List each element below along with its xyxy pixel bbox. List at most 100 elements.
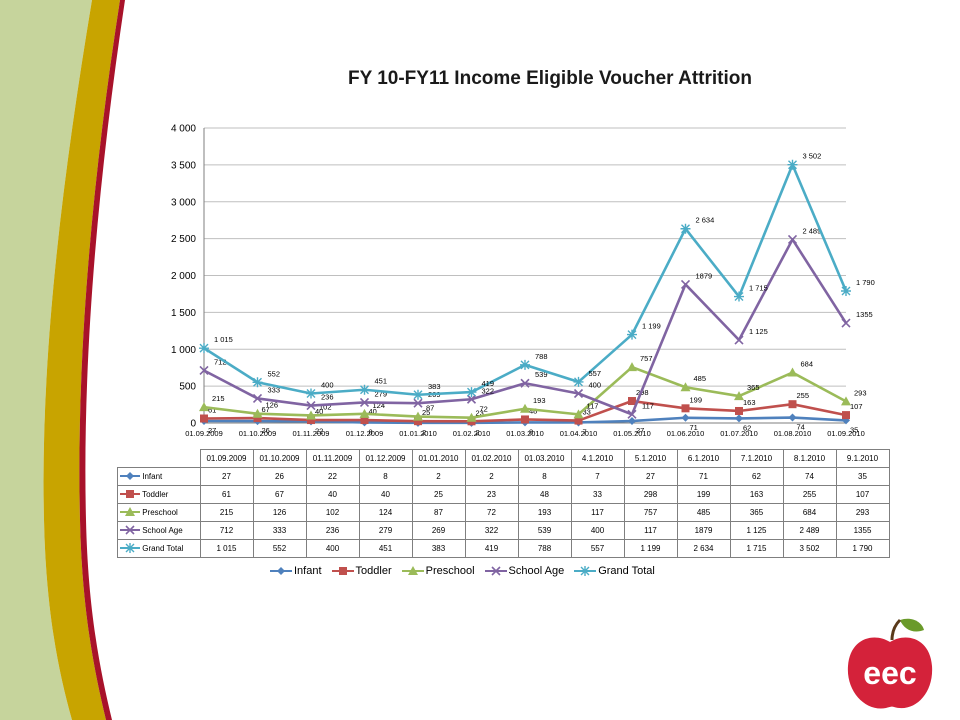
data-point-preschool	[680, 382, 691, 392]
table-cell: 1 199	[623, 539, 678, 558]
legend-item-school-age: School Age	[484, 565, 564, 577]
data-point-school-age	[359, 397, 370, 407]
data-point-preschool	[627, 362, 637, 372]
table-column-header: 01.10.2009	[252, 449, 307, 468]
data-point-toddler	[307, 416, 315, 425]
data-label-preschool: 365	[747, 383, 760, 392]
table-cell: 7	[570, 467, 625, 486]
table-cell: 23	[464, 485, 519, 504]
table-row-grand-total: Grand Total 1 015 552 400 451 383 419 788 557 1 1…	[117, 539, 890, 558]
data-label-infant: 35	[850, 425, 858, 434]
swatch-marker-infant	[126, 471, 134, 480]
data-label-toddler: 25	[422, 408, 430, 417]
data-label-preschool: 102	[319, 402, 332, 411]
data-point-grand-total	[520, 359, 530, 370]
data-point-grand-total	[306, 388, 316, 399]
table-column-header: 7.1.2010	[729, 449, 784, 468]
series-line-school-age	[203, 238, 848, 416]
table-cell: 74	[782, 467, 837, 486]
table-cell: 298	[623, 485, 678, 504]
table-cell: 163	[729, 485, 784, 504]
data-label-preschool: 485	[694, 374, 707, 383]
legend-swatch-preschool	[120, 506, 140, 516]
table-cell: 27	[199, 467, 254, 486]
table-row-label: Infant	[140, 471, 163, 481]
table-cell: 2	[411, 467, 466, 486]
data-label-school-age: 2 489	[803, 226, 822, 235]
table-cell: 215	[199, 503, 254, 522]
data-label-infant: 27	[636, 426, 644, 435]
data-label-infant: 26	[262, 426, 270, 435]
table-row-header: Preschool	[117, 503, 201, 522]
x-tick-label: 01.02.2010	[453, 429, 491, 438]
data-point-toddler	[253, 414, 262, 423]
data-point-infant	[788, 413, 797, 422]
data-label-grand-total: 557	[589, 369, 602, 378]
data-point-preschool	[573, 409, 584, 419]
data-label-school-age: 1879	[696, 271, 713, 280]
data-label-grand-total: 788	[535, 352, 548, 361]
table-cell: 1 790	[835, 539, 890, 558]
table-cell: 365	[729, 503, 784, 522]
data-label-infant: 27	[208, 426, 216, 435]
table-row-infant: Infant 27 26 22 8 2 2 8 7 27 71 62 74 35	[117, 467, 890, 486]
table-cell: 1 715	[729, 539, 784, 558]
data-point-infant	[360, 418, 369, 427]
x-tick-label: 01.07.2010	[720, 429, 758, 438]
table-cell: 199	[676, 485, 731, 504]
data-label-infant: 8	[369, 427, 373, 436]
data-label-grand-total: 1 715	[749, 284, 768, 293]
data-point-infant	[467, 418, 476, 427]
table-cell: 2 489	[782, 521, 837, 540]
table-cell: 117	[623, 521, 678, 540]
table-cell: 1 125	[729, 521, 784, 540]
table-row-toddler: Toddler 61 67 40 40 25 23 48 33 298 199 163 255 107	[117, 485, 890, 504]
data-label-school-age: 1355	[856, 310, 873, 319]
data-point-infant	[521, 418, 529, 427]
data-label-grand-total: 400	[321, 381, 334, 390]
table-row-header: School Age	[117, 521, 201, 540]
data-label-grand-total: 3 502	[803, 152, 822, 161]
data-label-preschool: 757	[640, 354, 653, 363]
data-point-school-age	[413, 398, 423, 408]
table-cell: 322	[464, 521, 519, 540]
data-point-infant	[253, 417, 262, 426]
legend-label: Toddler	[355, 565, 392, 577]
legend-swatch-toddler	[331, 567, 354, 575]
legend-item-toddler: Toddler	[331, 565, 392, 577]
data-label-toddler: 67	[262, 405, 270, 414]
table-column-header: 8.1.2010	[782, 449, 837, 468]
table-cell: 419	[464, 539, 519, 558]
data-point-toddler	[360, 416, 369, 425]
data-point-infant	[628, 417, 636, 426]
data-point-toddler	[467, 417, 476, 426]
table-cell: 87	[411, 503, 466, 522]
data-label-preschool: 87	[426, 404, 434, 413]
table-row-header: Toddler	[117, 485, 201, 504]
data-label-grand-total: 1 015	[214, 335, 233, 344]
table-column-header: 4.1.2010	[570, 449, 625, 468]
data-point-preschool	[252, 408, 263, 418]
data-point-toddler	[574, 416, 583, 425]
table-cell: 757	[623, 503, 678, 522]
data-point-toddler	[681, 404, 690, 413]
table-column-header: 01.11.2009	[305, 449, 360, 468]
table-cell: 333	[252, 521, 307, 540]
data-point-grand-total	[466, 387, 477, 398]
data-point-school-age	[252, 393, 263, 404]
data-point-school-age	[199, 365, 209, 376]
gold-stripe-shape	[43, 0, 120, 720]
y-tick-label: 1 000	[171, 345, 196, 356]
table-cell: 22	[305, 467, 360, 486]
table-cell: 255	[782, 485, 837, 504]
table-cell: 539	[517, 521, 572, 540]
data-label-infant: 2	[476, 428, 480, 437]
series-line-toddler	[203, 399, 847, 423]
data-label-school-age: 539	[535, 370, 548, 379]
series-line-infant	[203, 416, 847, 425]
data-label-toddler: 40	[369, 407, 377, 416]
data-point-toddler	[788, 400, 797, 409]
table-cell: 400	[570, 521, 625, 540]
table-header-row: 01.09.2009 01.10.2009 01.11.2009 01.12.2009…	[118, 449, 890, 468]
